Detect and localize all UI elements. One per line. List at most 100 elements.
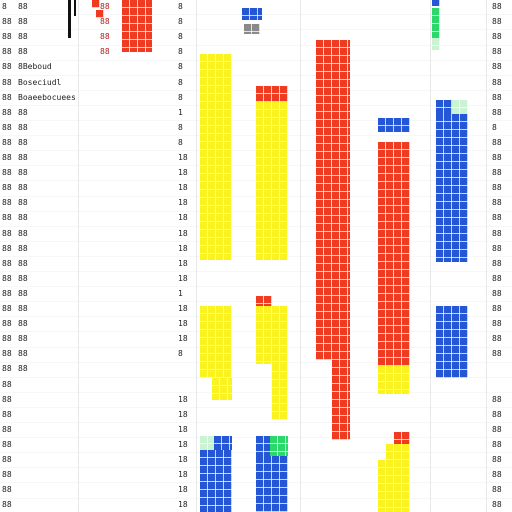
- table-cell[interactable]: 88: [2, 304, 12, 313]
- table-cell[interactable]: 88: [2, 273, 12, 283]
- table-cell[interactable]: 88: [492, 394, 502, 404]
- table-cell[interactable]: [100, 60, 118, 74]
- table-cell[interactable]: 8: [178, 2, 183, 11]
- table-cell[interactable]: [100, 257, 118, 271]
- yellow-cell-block[interactable]: [212, 378, 232, 400]
- table-cell[interactable]: 8: [178, 17, 183, 27]
- table-cell[interactable]: 88: [492, 439, 502, 449]
- table-cell[interactable]: 88: [100, 47, 110, 57]
- table-cell[interactable]: 88: [492, 288, 502, 298]
- table-cell[interactable]: 88: [2, 500, 12, 510]
- table-cell[interactable]: 88: [492, 107, 502, 117]
- table-cell[interactable]: [18, 393, 76, 407]
- table-cell[interactable]: [100, 196, 118, 210]
- table-cell[interactable]: [100, 438, 118, 452]
- table-cell[interactable]: [100, 423, 118, 437]
- table-cell[interactable]: [100, 136, 118, 150]
- table-cell[interactable]: [100, 302, 118, 316]
- table-cell[interactable]: 18: [178, 228, 188, 238]
- mint-cell-block[interactable]: [452, 100, 468, 114]
- table-cell[interactable]: 88: [18, 32, 28, 42]
- table-cell[interactable]: Boseciudl: [18, 77, 62, 87]
- table-cell[interactable]: 88: [18, 17, 28, 27]
- table-cell[interactable]: 88: [2, 288, 12, 298]
- yellow-cell-block[interactable]: [378, 366, 410, 394]
- column-resize-handle[interactable]: [74, 0, 76, 16]
- table-cell[interactable]: [100, 91, 118, 105]
- table-cell[interactable]: [100, 498, 118, 512]
- table-cell[interactable]: [100, 362, 118, 376]
- table-cell[interactable]: [100, 151, 118, 165]
- table-cell[interactable]: 88: [492, 273, 502, 283]
- table-cell[interactable]: [100, 378, 118, 392]
- blue-cell-block[interactable]: [242, 8, 262, 20]
- table-cell[interactable]: 88: [18, 334, 28, 344]
- table-cell[interactable]: [18, 423, 76, 437]
- table-cell[interactable]: 88: [18, 122, 28, 132]
- table-cell[interactable]: 8: [178, 122, 183, 132]
- table-cell[interactable]: 88: [18, 153, 28, 162]
- table-cell[interactable]: 88: [492, 62, 502, 72]
- table-cell[interactable]: [100, 483, 118, 497]
- table-cell[interactable]: [18, 408, 76, 422]
- table-cell[interactable]: 88: [2, 394, 12, 404]
- table-cell[interactable]: [100, 211, 118, 225]
- table-cell[interactable]: 88: [18, 273, 28, 283]
- table-cell[interactable]: [100, 272, 118, 286]
- table-cell[interactable]: [100, 468, 118, 482]
- table-cell[interactable]: 88: [2, 168, 12, 178]
- table-cell[interactable]: 88: [2, 485, 12, 495]
- table-cell[interactable]: 88: [2, 213, 12, 223]
- mint-cell-block[interactable]: [200, 436, 214, 450]
- table-cell[interactable]: 88: [2, 319, 12, 329]
- table-cell[interactable]: 18: [178, 198, 188, 208]
- yellow-cell-block[interactable]: [256, 102, 288, 260]
- yellow-cell-block[interactable]: [272, 364, 288, 420]
- table-cell[interactable]: 88: [492, 409, 502, 419]
- table-cell[interactable]: 88: [2, 198, 12, 208]
- table-cell[interactable]: [100, 121, 118, 135]
- scroll-handle[interactable]: [68, 0, 71, 38]
- table-cell[interactable]: [100, 287, 118, 301]
- table-cell[interactable]: 88: [492, 424, 502, 434]
- table-cell[interactable]: 88: [492, 500, 502, 510]
- table-cell[interactable]: 88: [492, 153, 502, 162]
- table-cell[interactable]: [100, 408, 118, 422]
- blue-cell-block[interactable]: [436, 100, 452, 114]
- blue-cell-block[interactable]: [214, 436, 232, 450]
- blue-cell-block[interactable]: [436, 114, 468, 262]
- table-cell[interactable]: 8: [178, 62, 183, 72]
- table-cell[interactable]: 88: [100, 17, 110, 27]
- table-cell[interactable]: 88: [492, 228, 502, 238]
- table-cell[interactable]: [492, 378, 510, 392]
- table-cell[interactable]: 18: [178, 470, 188, 480]
- table-cell[interactable]: 88: [2, 153, 12, 162]
- table-cell[interactable]: [100, 166, 118, 180]
- table-cell[interactable]: [100, 332, 118, 346]
- table-cell[interactable]: 18: [178, 455, 188, 464]
- table-cell[interactable]: 88: [492, 92, 502, 102]
- table-cell[interactable]: [100, 227, 118, 241]
- blue-cell-block[interactable]: [256, 456, 288, 512]
- table-cell[interactable]: 88: [2, 62, 12, 72]
- table-cell[interactable]: 88: [18, 47, 28, 57]
- blue-cell-block[interactable]: [378, 118, 410, 132]
- table-cell[interactable]: 8: [178, 92, 183, 102]
- yellow-cell-block[interactable]: [386, 444, 410, 460]
- table-cell[interactable]: 18: [178, 394, 188, 404]
- table-cell[interactable]: 88: [492, 455, 502, 464]
- table-cell[interactable]: 88: [18, 137, 28, 147]
- table-cell[interactable]: 8Beboud: [18, 62, 52, 72]
- table-cell[interactable]: 88: [18, 228, 28, 238]
- red-cell-block[interactable]: [332, 360, 350, 440]
- blue-cell-block[interactable]: [436, 306, 468, 378]
- table-cell[interactable]: 88: [492, 183, 502, 193]
- table-cell[interactable]: [178, 378, 190, 392]
- table-cell[interactable]: 8: [178, 32, 183, 42]
- table-cell[interactable]: 88: [492, 349, 502, 359]
- table-cell[interactable]: Boaeebocuees: [18, 92, 76, 102]
- red-cell-block[interactable]: [256, 86, 288, 102]
- red-cell-block[interactable]: [256, 296, 272, 306]
- table-cell[interactable]: 88: [2, 243, 12, 253]
